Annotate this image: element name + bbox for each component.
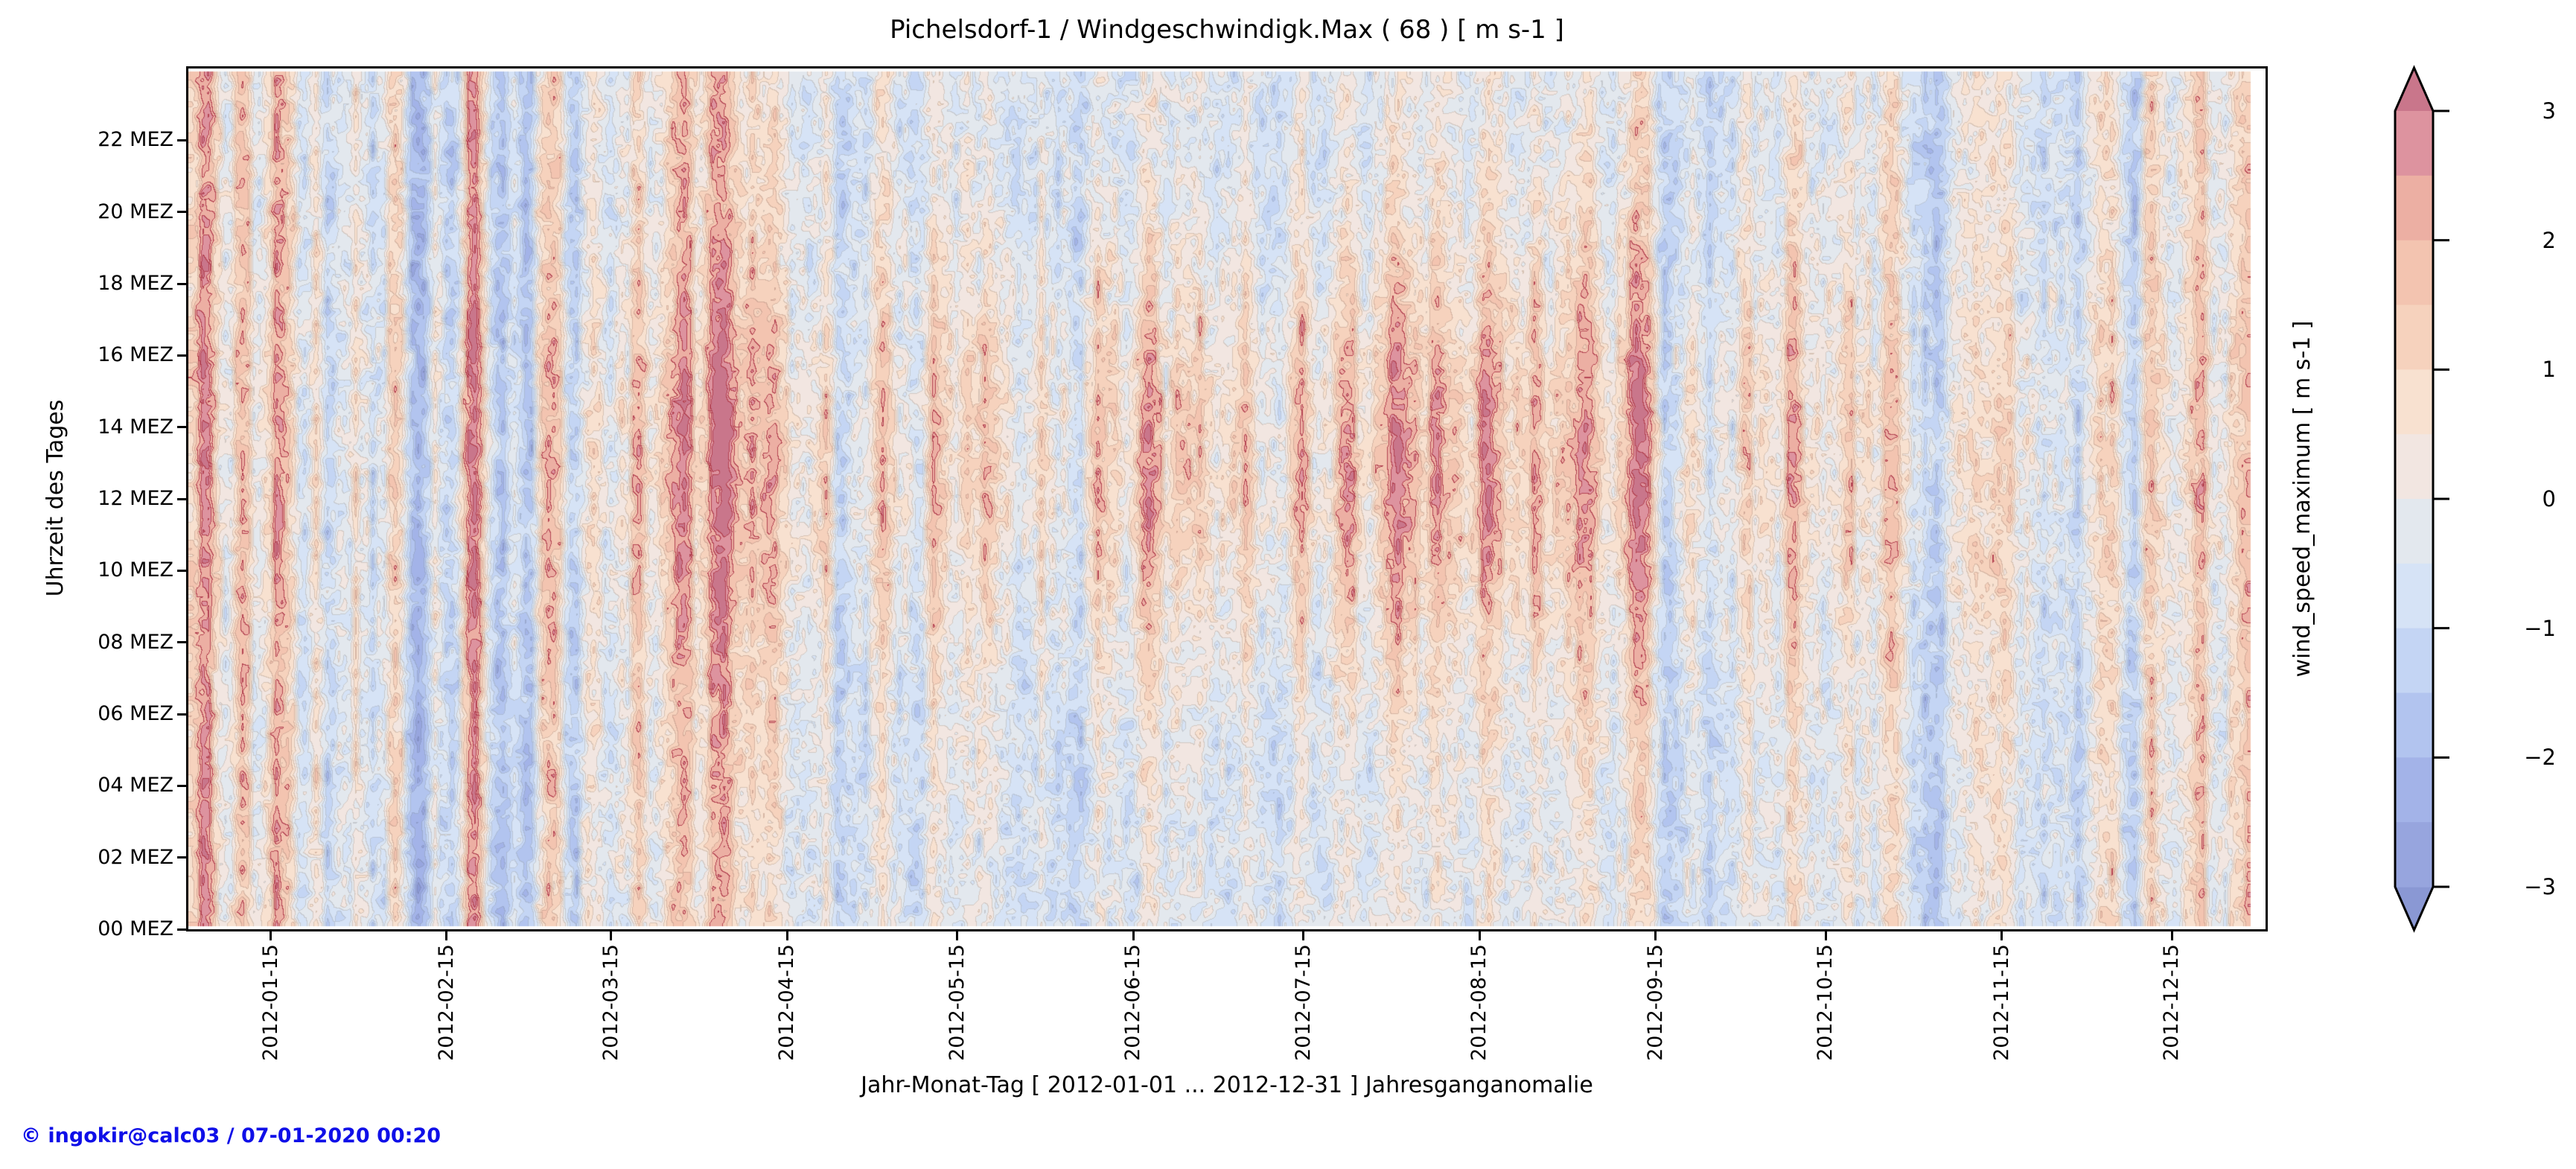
x-tick-mark	[610, 929, 613, 940]
colorbar-segment	[2395, 499, 2433, 564]
colorbar-segment	[2395, 305, 2433, 370]
y-tick-label: 12 MEZ	[98, 487, 173, 510]
y-tick-label: 04 MEZ	[98, 774, 173, 797]
x-tick-label: 2012-02-15	[434, 944, 458, 1061]
y-tick-label: 16 MEZ	[98, 343, 173, 367]
x-tick-mark	[270, 929, 272, 940]
colorbar-tick-label: 2	[2542, 227, 2556, 253]
x-tick-label: 2012-09-15	[1643, 944, 1667, 1061]
x-tick-mark	[1654, 929, 1657, 940]
colorbar-tick-label: 0	[2542, 486, 2556, 512]
x-tick-label: 2012-06-15	[1121, 944, 1145, 1061]
y-tick-label: 14 MEZ	[98, 415, 173, 439]
x-tick-label: 2012-08-15	[1467, 944, 1491, 1061]
colorbar-over-arrow	[2395, 68, 2433, 111]
colorbar-segment	[2395, 628, 2433, 694]
plot-title: Pichelsdorf-1 / Windgeschwindigk.Max ( 6…	[890, 15, 1564, 45]
y-tick-mark	[177, 784, 188, 787]
y-tick-label: 20 MEZ	[98, 200, 173, 223]
y-tick-mark	[177, 928, 188, 931]
x-tick-mark	[445, 929, 448, 940]
y-tick-label: 00 MEZ	[98, 917, 173, 940]
colorbar-segment	[2395, 434, 2433, 500]
colorbar-segment	[2395, 111, 2433, 176]
x-tick-label: 2012-10-15	[1814, 944, 1837, 1061]
x-tick-label: 2012-05-15	[945, 944, 969, 1061]
colorbar-segment	[2395, 175, 2433, 241]
colorbar-tick-label: −2	[2524, 745, 2556, 771]
colorbar-segment	[2395, 757, 2433, 823]
y-tick-mark	[177, 138, 188, 141]
x-tick-label: 2012-07-15	[1291, 944, 1315, 1061]
x-tick-label: 2012-11-15	[1989, 944, 2013, 1061]
colorbar-tick-label: −1	[2524, 615, 2556, 641]
heatmap-canvas	[188, 69, 2266, 929]
y-tick-label: 22 MEZ	[98, 128, 173, 152]
x-tick-label: 2012-01-15	[258, 944, 282, 1061]
y-tick-mark	[177, 713, 188, 716]
colorbar-tick-label: −3	[2524, 874, 2556, 899]
x-tick-mark	[1478, 929, 1481, 940]
y-tick-label: 10 MEZ	[98, 558, 173, 582]
y-tick-mark	[177, 211, 188, 214]
x-tick-label: 2012-03-15	[599, 944, 622, 1061]
colorbar-segment	[2395, 692, 2433, 758]
colorbar-under-arrow	[2395, 887, 2433, 930]
x-tick-mark	[2000, 929, 2003, 940]
x-tick-label: 2012-04-15	[775, 944, 799, 1061]
x-tick-mark	[956, 929, 959, 940]
colorbar-segment	[2395, 563, 2433, 629]
x-axis-label: Jahr-Monat-Tag [ 2012-01-01 ... 2012-12-…	[861, 1072, 1593, 1098]
y-tick-mark	[177, 282, 188, 285]
colorbar-segment	[2395, 822, 2433, 888]
y-tick-mark	[177, 354, 188, 357]
y-tick-mark	[177, 569, 188, 572]
footer-credit: © ingokir@calc03 / 07-01-2020 00:20	[21, 1124, 441, 1147]
colorbar-segment	[2395, 369, 2433, 435]
y-tick-mark	[177, 497, 188, 500]
colorbar-segment	[2395, 240, 2433, 306]
x-tick-mark	[2170, 929, 2173, 940]
x-tick-mark	[1824, 929, 1827, 940]
y-tick-label: 18 MEZ	[98, 272, 173, 295]
y-tick-mark	[177, 426, 188, 429]
y-tick-mark	[177, 641, 188, 644]
colorbar-tick-label: 1	[2542, 357, 2556, 383]
y-tick-label: 02 MEZ	[98, 845, 173, 869]
colorbar-tick-label: 3	[2542, 98, 2556, 124]
y-tick-label: 08 MEZ	[98, 630, 173, 654]
x-tick-mark	[785, 929, 788, 940]
x-tick-mark	[1302, 929, 1305, 940]
x-tick-mark	[1132, 929, 1135, 940]
x-tick-label: 2012-12-15	[2160, 944, 2184, 1061]
y-tick-mark	[177, 856, 188, 859]
y-tick-label: 06 MEZ	[98, 702, 173, 725]
colorbar	[2394, 65, 2449, 933]
